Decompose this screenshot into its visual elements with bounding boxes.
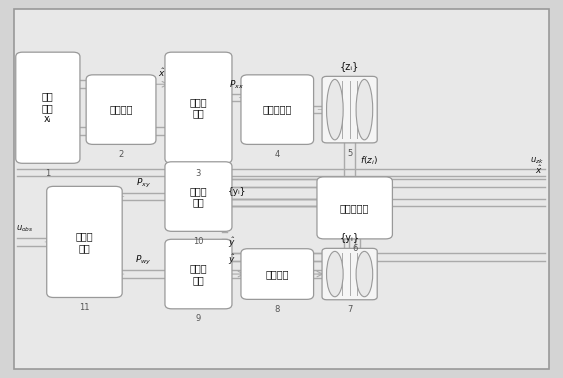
Text: 均值模块: 均值模块 [109,105,133,115]
Text: 11: 11 [79,303,90,312]
Text: 4: 4 [275,150,280,159]
FancyBboxPatch shape [165,52,232,163]
FancyBboxPatch shape [14,9,549,369]
Text: 3: 3 [196,169,201,178]
Text: 2: 2 [118,150,124,159]
Text: 协方差
模块: 协方差 模块 [190,97,207,119]
Text: 8: 8 [275,305,280,314]
Text: 7: 7 [347,305,352,314]
FancyBboxPatch shape [165,239,232,309]
Text: 先验值计算: 先验值计算 [340,203,369,213]
Text: $\hat{x}$: $\hat{x}$ [158,66,166,79]
Text: 6: 6 [352,244,358,253]
FancyBboxPatch shape [322,76,377,143]
Text: 协方差
模块: 协方差 模块 [190,186,207,208]
Text: 协方差
模块: 协方差 模块 [190,263,207,285]
FancyBboxPatch shape [241,75,314,144]
Ellipse shape [327,251,343,297]
Ellipse shape [327,79,343,140]
Text: $\hat{x}$: $\hat{x}$ [534,164,542,177]
Text: $P_{xx}$: $P_{xx}$ [229,78,244,91]
Text: 5: 5 [347,149,352,158]
Text: $P_{xy}$: $P_{xy}$ [136,177,151,190]
Text: $f(z_i)$: $f(z_i)$ [360,154,378,167]
Text: 状态
变量
xᵢ: 状态 变量 xᵢ [42,91,53,124]
Text: $\hat{y}$: $\hat{y}$ [228,236,236,250]
FancyBboxPatch shape [317,177,392,239]
Ellipse shape [356,251,373,297]
Text: 重采样模块: 重采样模块 [262,105,292,115]
Text: 后验值
计算: 后验值 计算 [75,231,93,253]
Text: {yᵢ}: {yᵢ} [228,187,247,196]
FancyBboxPatch shape [322,248,377,300]
Text: 10: 10 [193,237,204,246]
Text: $P_{wy}$: $P_{wy}$ [135,254,152,267]
Text: {zᵢ}: {zᵢ} [340,61,359,71]
Text: $u_{obs}$: $u_{obs}$ [16,224,33,234]
Text: 9: 9 [196,314,201,323]
FancyBboxPatch shape [16,52,80,163]
Text: {yᵢ}: {yᵢ} [339,233,360,243]
Text: 均值模块: 均值模块 [266,269,289,279]
FancyBboxPatch shape [241,249,314,299]
FancyBboxPatch shape [47,186,122,297]
FancyBboxPatch shape [165,162,232,231]
Text: $u_{zk}$: $u_{zk}$ [530,155,544,166]
FancyBboxPatch shape [86,75,156,144]
Ellipse shape [356,79,373,140]
Text: $\hat{y}$: $\hat{y}$ [228,253,236,267]
Text: 1: 1 [45,169,51,178]
